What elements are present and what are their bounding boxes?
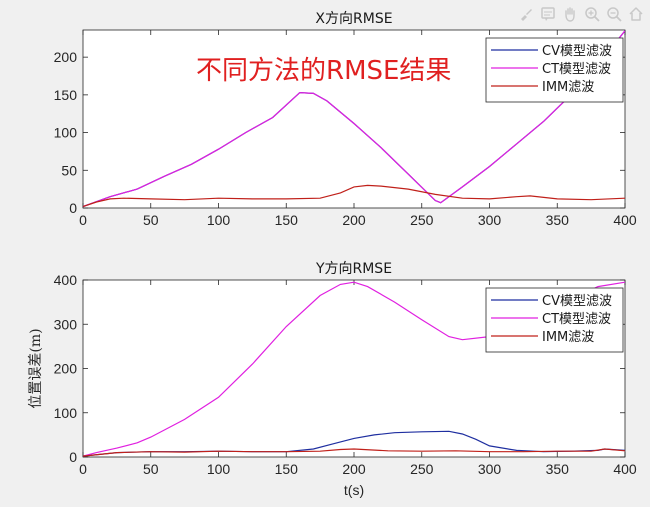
legend-box bbox=[485, 37, 624, 103]
x-tick-label: 0 bbox=[79, 212, 87, 228]
x-tick-label: 250 bbox=[410, 212, 434, 228]
legend-label-cv: CV模型滤波 bbox=[542, 44, 612, 59]
y-axis-label: 位置误差(m) bbox=[28, 328, 44, 408]
zoom-out-icon[interactable] bbox=[604, 4, 624, 24]
y-tick-label: 200 bbox=[54, 49, 78, 65]
x-tick-label: 150 bbox=[275, 212, 299, 228]
legend-label-imm: IMM滤波 bbox=[542, 330, 594, 345]
figure-toolbar bbox=[516, 4, 646, 24]
x-tick-label: 100 bbox=[207, 212, 231, 228]
legend-label-ct: CT模型滤波 bbox=[542, 62, 611, 77]
x-tick-label: 350 bbox=[546, 212, 570, 228]
x-tick-label: 250 bbox=[410, 461, 434, 477]
x-tick-label: 400 bbox=[613, 212, 637, 228]
pan-hand-icon[interactable] bbox=[560, 4, 580, 24]
chart-y-rmse: 0 50 100 150 200 250 300 350 400 0 100 200 300 400 Y方向… bbox=[28, 261, 637, 498]
legend-label-imm: IMM滤波 bbox=[542, 80, 594, 95]
x-tick-label: 400 bbox=[613, 461, 637, 477]
x-tick-label: 200 bbox=[342, 461, 366, 477]
y-tick-label: 100 bbox=[54, 405, 78, 421]
x-tick-label: 50 bbox=[143, 212, 159, 228]
home-icon[interactable] bbox=[626, 4, 646, 24]
legend: CV模型滤波 CT模型滤波 IMM滤波 bbox=[485, 287, 624, 353]
x-tick-label: 0 bbox=[79, 461, 87, 477]
series-line-imm bbox=[83, 448, 625, 457]
series-line-imm bbox=[83, 184, 625, 208]
brush-icon[interactable] bbox=[516, 4, 536, 24]
overlay-title: 不同方法的RMSE结果 bbox=[196, 56, 452, 86]
y-tick-label: 200 bbox=[54, 361, 78, 377]
series-line-ct bbox=[83, 30, 625, 208]
x-tick-label: 100 bbox=[207, 461, 231, 477]
y-tick-label: 100 bbox=[54, 125, 78, 141]
chart-title: X方向RMSE bbox=[315, 11, 392, 27]
x-tick-label: 150 bbox=[275, 461, 299, 477]
x-axis-label: t(s) bbox=[344, 482, 364, 498]
chart-title: Y方向RMSE bbox=[315, 261, 392, 277]
x-tick-label: 50 bbox=[143, 461, 159, 477]
legend-label-ct: CT模型滤波 bbox=[542, 312, 611, 327]
y-tick-label: 0 bbox=[69, 449, 77, 465]
chart-x-rmse: 0 50 100 150 200 250 300 350 400 0 50 100 150 200 X方向R… bbox=[54, 11, 637, 228]
x-tick-label: 300 bbox=[478, 212, 502, 228]
y-tick-label: 50 bbox=[61, 162, 77, 178]
x-tick-label: 200 bbox=[342, 212, 366, 228]
legend-box bbox=[485, 287, 624, 353]
legend-label-cv: CV模型滤波 bbox=[542, 294, 612, 309]
y-tick-label: 0 bbox=[69, 200, 77, 216]
x-tick-label: 300 bbox=[478, 461, 502, 477]
data-tip-icon[interactable] bbox=[538, 4, 558, 24]
legend: CV模型滤波 CT模型滤波 IMM滤波 bbox=[485, 37, 624, 103]
zoom-in-icon[interactable] bbox=[582, 4, 602, 24]
y-tick-label: 400 bbox=[54, 272, 78, 288]
y-tick-label: 150 bbox=[54, 87, 78, 103]
x-tick-label: 350 bbox=[546, 461, 570, 477]
y-tick-label: 300 bbox=[54, 316, 78, 332]
